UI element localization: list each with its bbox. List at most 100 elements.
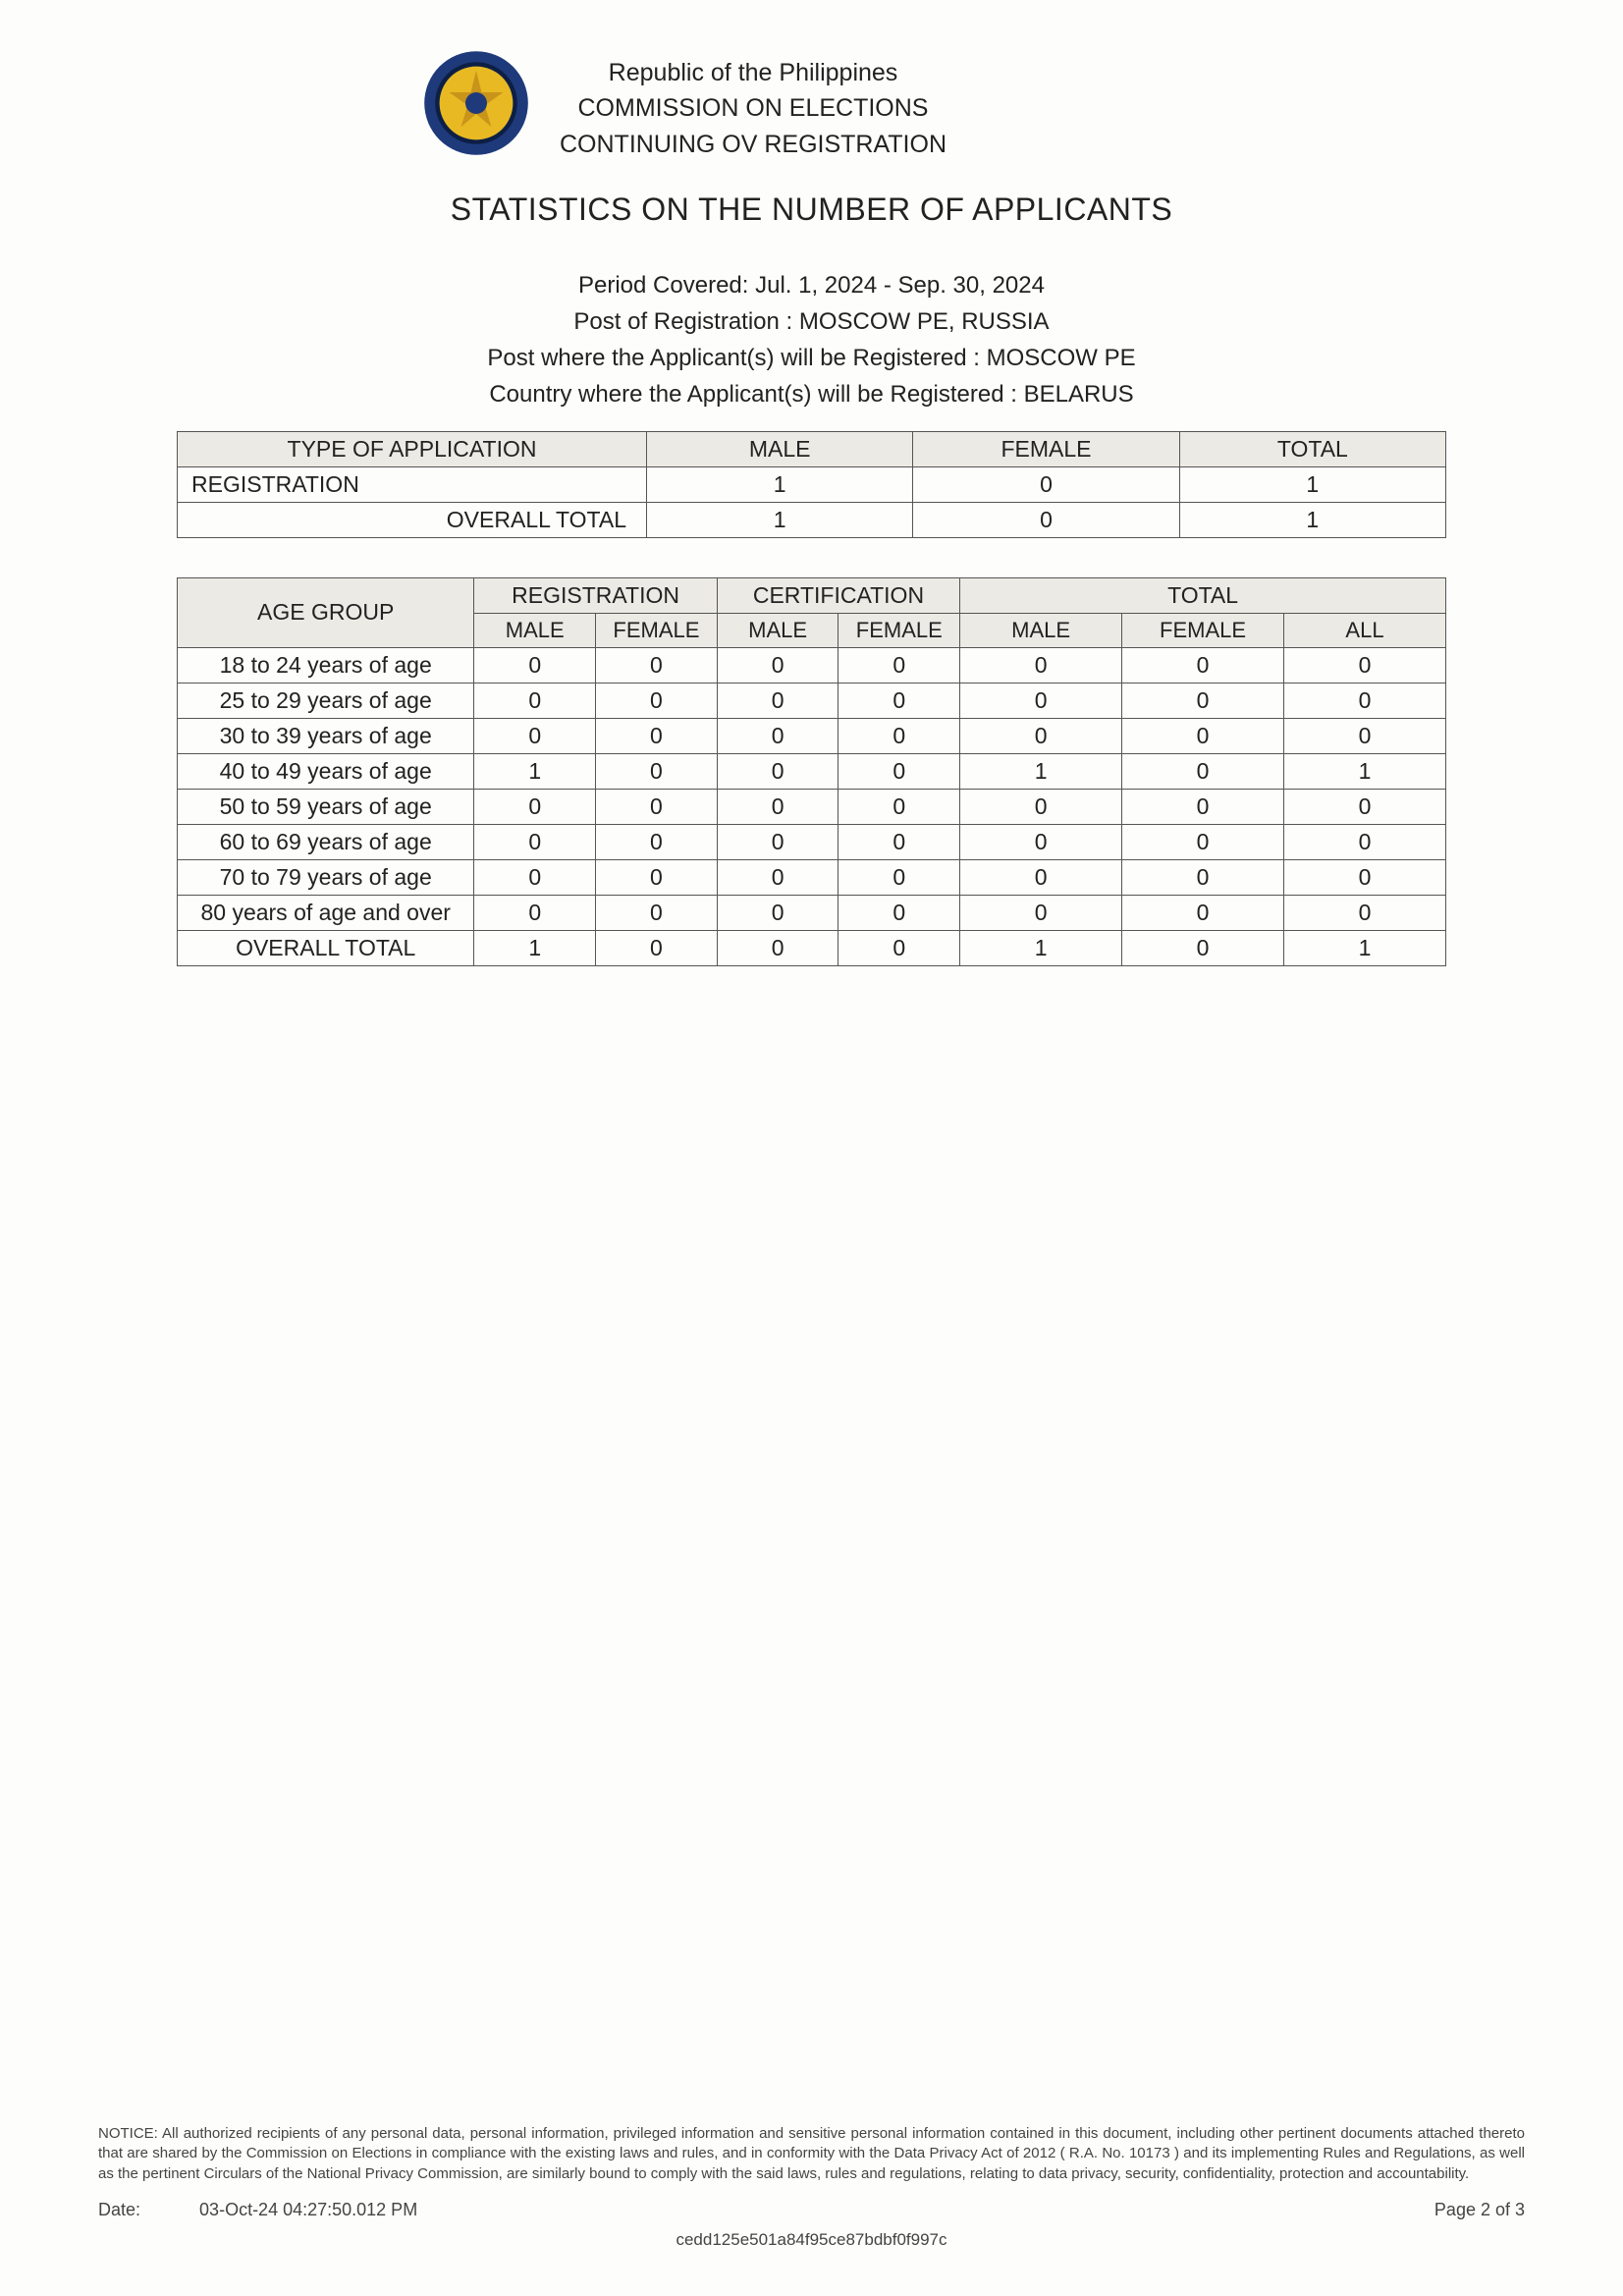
cell: 0: [474, 859, 596, 895]
cell: 1: [1284, 753, 1446, 789]
cell: 0: [1284, 683, 1446, 718]
comelec-seal-icon: [422, 49, 530, 157]
cell: 0: [717, 647, 839, 683]
table-row: 70 to 79 years of age0000000: [178, 859, 1446, 895]
post-where-registered: Post where the Applicant(s) will be Regi…: [177, 340, 1446, 376]
cell: 0: [1122, 930, 1284, 965]
cell: 0: [596, 930, 718, 965]
col-header: TOTAL: [1179, 431, 1445, 466]
cell: 0: [1122, 718, 1284, 753]
cell: 0: [839, 718, 960, 753]
header-line-3: CONTINUING OV REGISTRATION: [560, 127, 947, 162]
age-group-label: 80 years of age and over: [178, 895, 474, 930]
table-row: 25 to 29 years of age0000000: [178, 683, 1446, 718]
cell: 0: [1122, 789, 1284, 824]
table-row: 80 years of age and over0000000: [178, 895, 1446, 930]
col-header: REGISTRATION: [474, 577, 717, 613]
cell: 0: [717, 859, 839, 895]
cell: 0: [960, 824, 1122, 859]
cell: 0: [960, 718, 1122, 753]
cell: 0: [474, 718, 596, 753]
cell: 0: [596, 789, 718, 824]
col-header: MALE: [960, 613, 1122, 647]
table-row: 60 to 69 years of age0000000: [178, 824, 1446, 859]
cell: 1: [1284, 930, 1446, 965]
cell: 0: [960, 859, 1122, 895]
cell: 0: [717, 824, 839, 859]
col-header: FEMALE: [1122, 613, 1284, 647]
post-of-registration: Post of Registration : MOSCOW PE, RUSSIA: [177, 303, 1446, 340]
cell: 0: [960, 895, 1122, 930]
cell: 1: [474, 753, 596, 789]
document-hash: cedd125e501a84f95ce87bdbf0f997c: [98, 2229, 1525, 2252]
table-row: 50 to 59 years of age0000000: [178, 789, 1446, 824]
col-header: TYPE OF APPLICATION: [178, 431, 647, 466]
cell: 0: [474, 824, 596, 859]
row-label: REGISTRATION: [178, 466, 647, 502]
cell: 1: [1179, 466, 1445, 502]
cell: 0: [1284, 859, 1446, 895]
cell: 0: [1122, 895, 1284, 930]
cell: 0: [717, 683, 839, 718]
col-header: FEMALE: [596, 613, 718, 647]
col-header: MALE: [647, 431, 913, 466]
date-label: Date:: [98, 2200, 140, 2219]
table-row: 40 to 49 years of age1000101: [178, 753, 1446, 789]
cell: 0: [596, 895, 718, 930]
cell: 1: [1179, 502, 1445, 537]
cell: 0: [960, 683, 1122, 718]
cell: 0: [1122, 859, 1284, 895]
cell: 0: [839, 859, 960, 895]
cell: 0: [839, 647, 960, 683]
cell: 0: [1122, 824, 1284, 859]
header-line-2: COMMISSION ON ELECTIONS: [560, 90, 947, 126]
age-group-label: 18 to 24 years of age: [178, 647, 474, 683]
col-header: AGE GROUP: [178, 577, 474, 647]
cell: 0: [1122, 683, 1284, 718]
cell: 0: [839, 789, 960, 824]
cell: 0: [717, 753, 839, 789]
cell: 0: [1122, 647, 1284, 683]
cell: 0: [839, 753, 960, 789]
col-header: TOTAL: [960, 577, 1446, 613]
age-group-label: 30 to 39 years of age: [178, 718, 474, 753]
cell: 0: [1284, 789, 1446, 824]
cell: 0: [474, 895, 596, 930]
overall-total-row: OVERALL TOTAL1000101: [178, 930, 1446, 965]
cell: 0: [474, 683, 596, 718]
cell: 1: [647, 502, 913, 537]
col-header: ALL: [1284, 613, 1446, 647]
age-group-label: 60 to 69 years of age: [178, 824, 474, 859]
cell: 0: [596, 718, 718, 753]
cell: 0: [839, 824, 960, 859]
cell: 0: [717, 895, 839, 930]
table-row: 30 to 39 years of age0000000: [178, 718, 1446, 753]
date-page-row: Date: 03-Oct-24 04:27:50.012 PM Page 2 o…: [98, 2198, 1525, 2221]
cell: 0: [717, 789, 839, 824]
cell: 0: [1284, 824, 1446, 859]
header-block: Republic of the Philippines COMMISSION O…: [422, 49, 1446, 162]
table-header-row: TYPE OF APPLICATION MALE FEMALE TOTAL: [178, 431, 1446, 466]
header-text: Republic of the Philippines COMMISSION O…: [560, 49, 947, 162]
cell: 0: [717, 718, 839, 753]
cell: 0: [596, 753, 718, 789]
cell: 1: [647, 466, 913, 502]
age-group-label: 50 to 59 years of age: [178, 789, 474, 824]
table-row: 18 to 24 years of age0000000: [178, 647, 1446, 683]
overall-total-row: OVERALL TOTAL 1 0 1: [178, 502, 1446, 537]
document-page: Republic of the Philippines COMMISSION O…: [0, 0, 1623, 2296]
period-covered: Period Covered: Jul. 1, 2024 - Sep. 30, …: [177, 267, 1446, 303]
application-type-table: TYPE OF APPLICATION MALE FEMALE TOTAL RE…: [177, 431, 1446, 538]
cell: 0: [960, 789, 1122, 824]
country-where-registered: Country where the Applicant(s) will be R…: [177, 376, 1446, 412]
cell: 0: [839, 683, 960, 718]
date-value: 03-Oct-24 04:27:50.012 PM: [199, 2200, 417, 2219]
col-header: CERTIFICATION: [717, 577, 959, 613]
cell: 0: [913, 502, 1179, 537]
cell: 0: [474, 789, 596, 824]
cell: 0: [839, 895, 960, 930]
row-label: OVERALL TOTAL: [178, 502, 647, 537]
age-group-label: OVERALL TOTAL: [178, 930, 474, 965]
age-group-label: 25 to 29 years of age: [178, 683, 474, 718]
cell: 0: [960, 647, 1122, 683]
